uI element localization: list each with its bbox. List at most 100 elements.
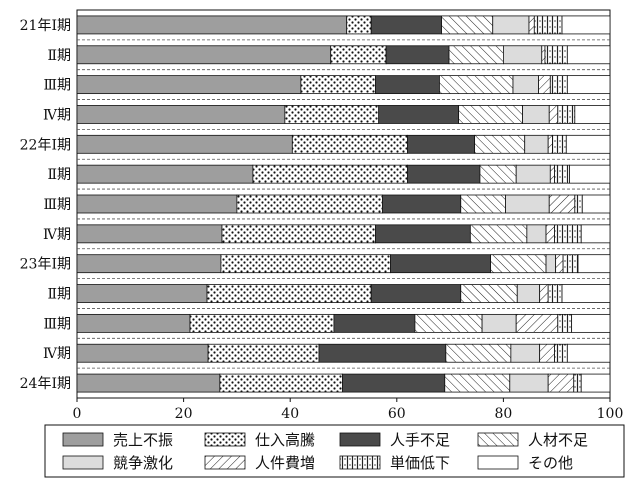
bar-segment bbox=[549, 164, 555, 184]
bar-segment bbox=[76, 284, 208, 303]
bar-segment bbox=[548, 194, 576, 214]
bar-segment bbox=[538, 75, 551, 95]
bar-segment bbox=[554, 343, 568, 363]
bar-segment bbox=[189, 313, 335, 333]
bar-segment bbox=[555, 254, 564, 274]
bar-segment bbox=[375, 224, 471, 244]
x-tick-label: 40 bbox=[281, 406, 299, 422]
bar-segment bbox=[370, 15, 442, 35]
bar-segment bbox=[346, 15, 372, 35]
bar-segment bbox=[528, 15, 535, 35]
bar-segment bbox=[76, 313, 191, 333]
category-label: Ⅲ期 bbox=[43, 78, 71, 94]
bar-segment bbox=[479, 164, 517, 184]
bars-group bbox=[76, 15, 611, 393]
bar-segment bbox=[515, 164, 551, 184]
bar-segment bbox=[236, 194, 383, 214]
category-label: 23年Ⅰ期 bbox=[20, 257, 71, 273]
legend-swatch bbox=[204, 455, 246, 470]
bar-segment bbox=[545, 224, 555, 244]
bar-segment bbox=[571, 313, 611, 333]
legend-label: 売上不振 bbox=[113, 431, 173, 449]
bar-segment bbox=[76, 75, 302, 95]
legend-swatch bbox=[62, 455, 104, 470]
bar-segment bbox=[439, 75, 514, 95]
bar-segment bbox=[460, 284, 518, 303]
bar-segment bbox=[76, 254, 222, 274]
bar-segment bbox=[370, 284, 462, 303]
bar-segment bbox=[284, 105, 380, 124]
bar-segment bbox=[547, 134, 553, 154]
bar-segment bbox=[407, 164, 481, 184]
bar-segment bbox=[445, 343, 512, 363]
bar-segment bbox=[547, 284, 563, 303]
category-label: Ⅱ期 bbox=[47, 48, 71, 64]
bar-segment bbox=[581, 194, 611, 214]
bar-segment bbox=[566, 343, 611, 363]
legend-swatch bbox=[62, 432, 104, 447]
bar-segment bbox=[76, 134, 293, 154]
category-label: Ⅳ期 bbox=[43, 346, 71, 362]
bar-segment bbox=[76, 164, 254, 184]
x-tick-label: 20 bbox=[175, 406, 193, 422]
bar-segment bbox=[490, 254, 547, 274]
bar-segment bbox=[554, 224, 582, 244]
legend-swatch bbox=[477, 455, 519, 470]
bar-segment bbox=[318, 343, 447, 363]
bar-segment bbox=[512, 75, 539, 95]
bar-segment bbox=[516, 284, 541, 303]
bar-segment bbox=[492, 15, 530, 35]
bar-segment bbox=[76, 224, 223, 244]
bar-segment bbox=[448, 45, 504, 65]
bar-segment bbox=[533, 15, 563, 35]
bar-segment bbox=[515, 313, 559, 333]
x-tick-label: 0 bbox=[73, 406, 82, 422]
bar-segment bbox=[548, 105, 559, 124]
bar-segment bbox=[252, 164, 408, 184]
x-axis: 0 20 40 60 80 100 bbox=[73, 398, 623, 422]
bar-segment bbox=[545, 254, 557, 274]
category-label: 22年Ⅰ期 bbox=[20, 137, 71, 153]
bar-segment bbox=[547, 373, 575, 393]
bar-segment bbox=[444, 373, 511, 393]
bar-segment bbox=[502, 45, 543, 65]
category-label: Ⅳ期 bbox=[43, 227, 71, 243]
bar-segment bbox=[580, 373, 611, 393]
category-label: Ⅱ期 bbox=[47, 287, 71, 303]
bar-segment bbox=[221, 224, 376, 244]
bar-segment bbox=[76, 194, 238, 214]
bar-segment bbox=[562, 254, 579, 274]
bar-segment bbox=[390, 254, 492, 274]
legend-label: 人手不足 bbox=[390, 431, 450, 449]
bar-segment bbox=[561, 15, 611, 35]
bar-segment bbox=[220, 254, 391, 274]
category-labels: 21年Ⅰ期 Ⅱ期 Ⅲ期 Ⅳ期 22年Ⅰ期 Ⅱ期 Ⅲ期 Ⅳ期 23年Ⅰ期 Ⅱ期 Ⅲ期 Ⅳ期 24年Ⅰ期 bbox=[20, 18, 71, 392]
bar-segment bbox=[300, 75, 376, 95]
bar-segment bbox=[291, 134, 408, 154]
bar-segment bbox=[557, 313, 573, 333]
bar-segment bbox=[458, 105, 523, 124]
bar-segment bbox=[561, 284, 611, 303]
category-label: Ⅳ期 bbox=[43, 107, 71, 123]
category-label: Ⅲ期 bbox=[43, 197, 71, 213]
bar-segment bbox=[549, 75, 568, 95]
bar-segment bbox=[76, 343, 209, 363]
legend-swatch bbox=[204, 432, 246, 447]
bar-segment bbox=[378, 105, 460, 124]
bar-segment bbox=[522, 105, 550, 124]
bar-segment bbox=[544, 45, 568, 65]
legend-swatch bbox=[339, 432, 381, 447]
bar-segment bbox=[510, 343, 541, 363]
bar-segment bbox=[474, 134, 526, 154]
bar-segment bbox=[207, 343, 320, 363]
bar-segment bbox=[526, 224, 547, 244]
legend-label: 人材不足 bbox=[528, 431, 588, 449]
category-label: 21年Ⅰ期 bbox=[20, 18, 71, 34]
bar-segment bbox=[524, 134, 549, 154]
legend-swatch bbox=[477, 432, 519, 447]
bar-segment bbox=[509, 373, 549, 393]
bar-segment bbox=[566, 75, 611, 95]
bar-segment bbox=[76, 373, 221, 393]
